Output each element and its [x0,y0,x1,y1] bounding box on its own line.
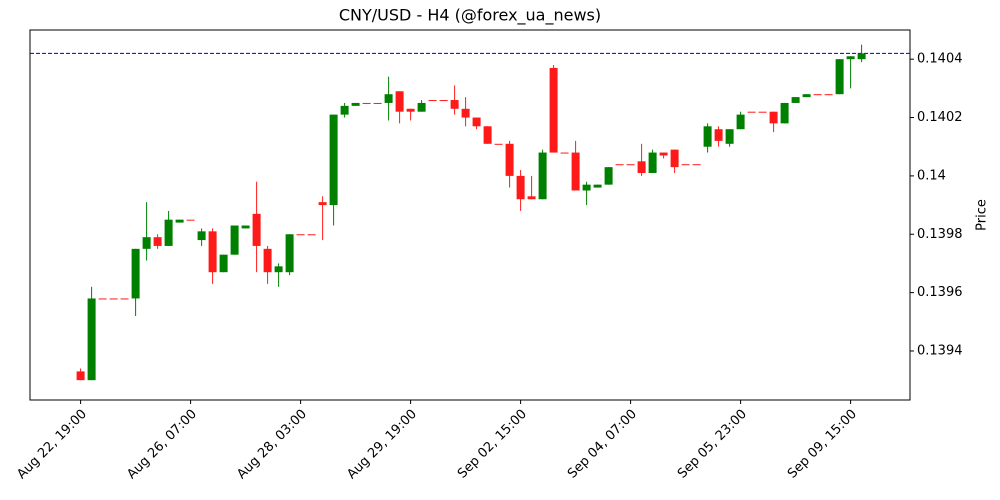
candle-body [813,94,822,96]
y-tick-label: 0.1404 [917,52,963,67]
candle-body [857,53,866,60]
candle-body [98,298,107,300]
candle-body [142,237,151,249]
candle-body [208,231,217,273]
candle-body [406,108,415,112]
candle-body [340,105,349,115]
candle-body [318,202,327,206]
candle-body [307,234,316,236]
candle-body [450,100,459,109]
candle-body [824,94,833,96]
candle-body [527,196,536,200]
candle-body [758,111,767,113]
candle-body [780,102,789,124]
candle-body [241,225,250,229]
candle-body [417,102,426,112]
y-axis-label: Price [975,199,990,231]
candle-body [560,152,569,154]
y-tick-label: 0.1396 [917,285,963,300]
candle-body [659,152,668,156]
x-tick-label: Sep 05, 23:00 [675,407,750,482]
candle-body [373,102,382,104]
candle-body [791,97,800,103]
candle-body [120,298,129,300]
candle-body [131,248,140,299]
x-tick-label: Sep 02, 15:00 [455,407,530,482]
chart-title: CNY/USD - H4 (@forex_ua_news) [339,6,601,26]
y-tick-label: 0.1402 [917,110,963,125]
candle-body [329,114,338,206]
candle-body [153,237,162,246]
candle-body [87,298,96,381]
candle-body [351,102,360,106]
candle-body [681,164,690,166]
candle-body [263,248,272,273]
plot-frame [29,29,911,401]
candle-body [274,266,283,273]
candle-body [615,164,624,166]
candle-body [395,91,404,112]
candle-body [186,219,195,221]
candle-body [109,298,118,300]
candle-body [571,152,580,191]
candle-body [736,114,745,130]
candle-body [230,225,239,255]
candle-body [714,129,723,141]
candle-body [604,167,613,185]
candle-body [296,234,305,236]
candle-body [692,164,701,166]
candle-body [648,152,657,173]
candle-body [252,213,261,246]
candle-body [472,117,481,127]
candle-body [362,102,371,104]
candle-body [494,143,503,145]
y-tick-label: 0.1394 [917,343,963,358]
candle-body [626,164,635,166]
x-tick-label: Aug 26, 07:00 [124,407,200,483]
candle-body [439,100,448,102]
candle-body [549,67,558,153]
x-tick-label: Aug 28, 03:00 [234,407,310,483]
candle-body [219,254,228,273]
candle-body [516,175,525,200]
candle-body [846,56,855,60]
candle-body [164,219,173,246]
y-tick-label: 0.14 [917,168,946,183]
x-tick-label: Sep 04, 07:00 [565,407,640,482]
candle-body [582,184,591,191]
candle-body [538,152,547,200]
candle-body [769,111,778,124]
x-tick-label: Sep 09, 15:00 [785,407,860,482]
candle-body [285,234,294,273]
candle-body [175,219,184,223]
candle-body [593,184,602,188]
x-tick-label: Aug 22, 19:00 [14,407,90,483]
candle-body [384,94,393,103]
candle-body [197,231,206,241]
candle-body [76,371,85,381]
candle-body [637,161,646,173]
candle-body [725,129,734,144]
candle-body [670,149,679,168]
candle-body [802,94,811,98]
candle-body [835,59,844,95]
candle-body [505,143,514,176]
candle-body [461,108,470,118]
candle-body [703,126,712,147]
x-tick-label: Aug 29, 19:00 [344,407,420,483]
candle-body [747,111,756,113]
candle-body [483,126,492,144]
y-tick-label: 0.1398 [917,227,963,242]
candle-body [428,100,437,102]
